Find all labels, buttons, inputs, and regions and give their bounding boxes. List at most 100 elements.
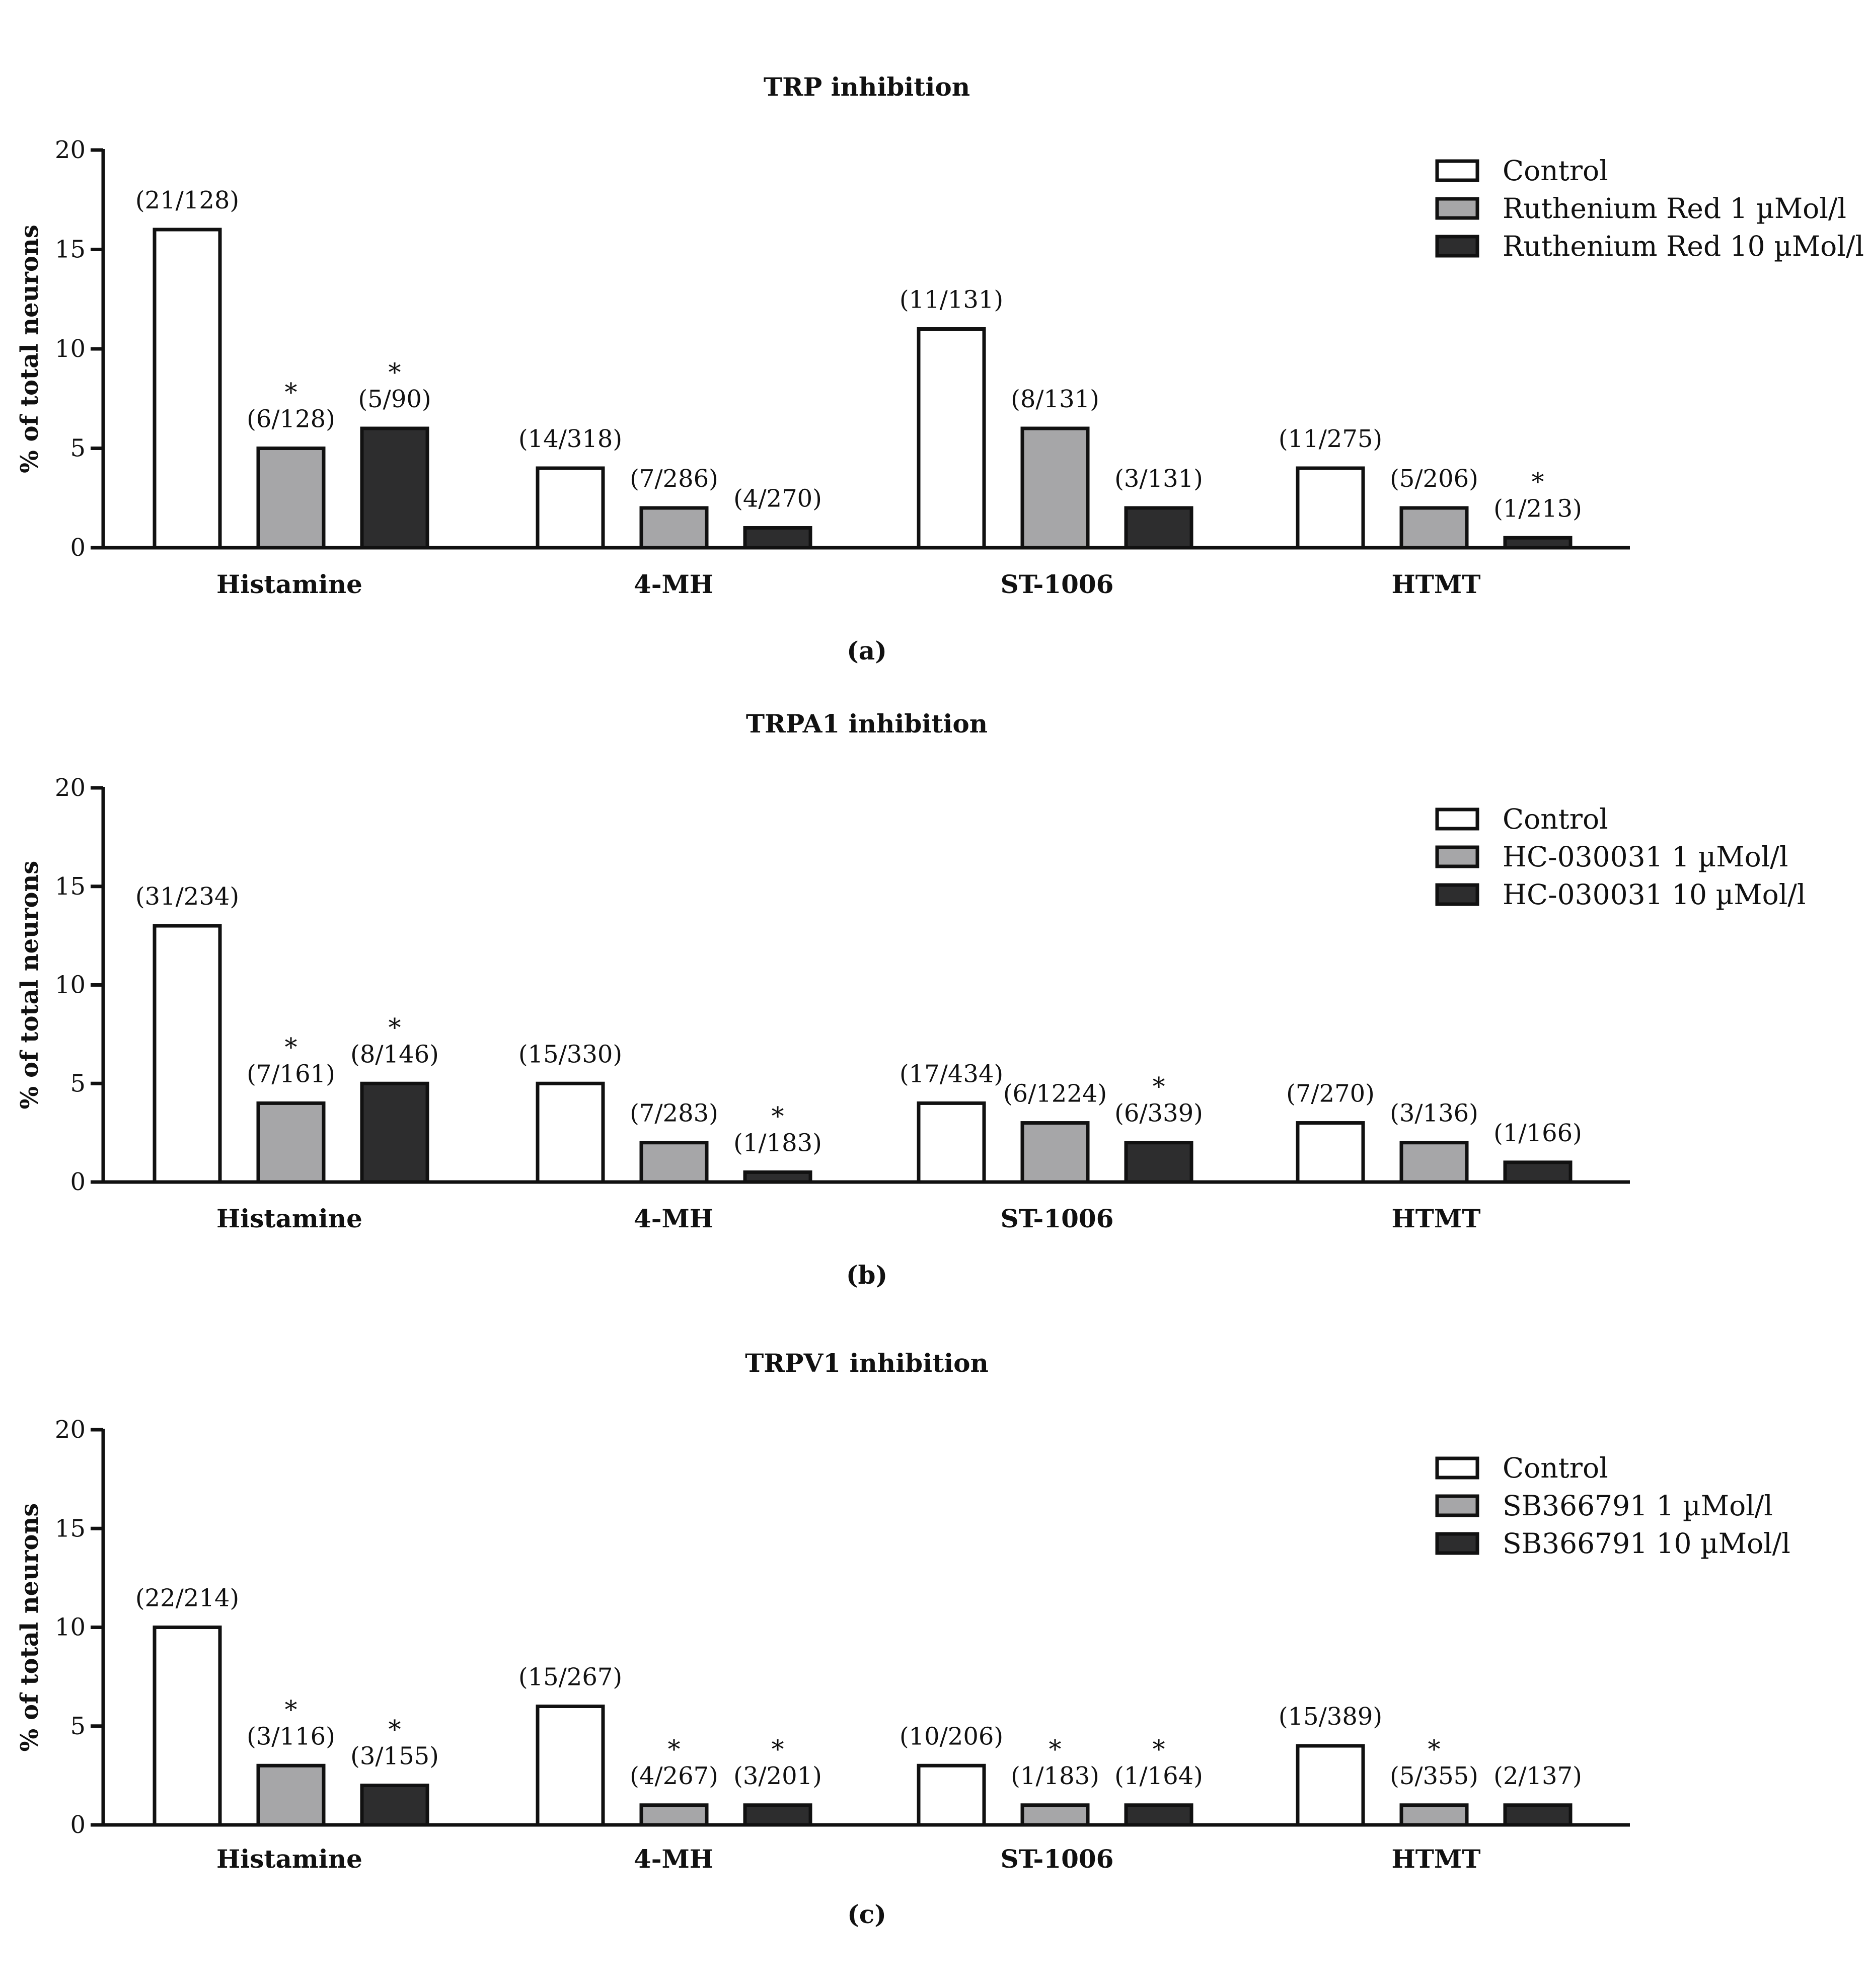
y-tick-label: 10 bbox=[55, 335, 86, 363]
significance-marker: * bbox=[389, 358, 401, 387]
bar-count-label: (14/318) bbox=[518, 425, 622, 453]
y-tick-label: 0 bbox=[70, 1811, 86, 1839]
bar-count-label: (3/116) bbox=[247, 1722, 335, 1750]
legend-label-0: Control bbox=[1503, 803, 1608, 835]
legend: Control SB366791 1 µMol/l SB366791 10 µMol… bbox=[1435, 1452, 1790, 1560]
legend-label-1: HC-030031 1 µMol/l bbox=[1503, 841, 1788, 873]
x-category-label: HTMT bbox=[1391, 569, 1480, 599]
y-axis-title: % of total neurons bbox=[16, 225, 44, 473]
y-tick-label: 5 bbox=[70, 434, 86, 463]
bar-htmt-series-2 bbox=[1503, 1160, 1573, 1184]
bar-count-label: (15/389) bbox=[1279, 1703, 1382, 1731]
bar-count-label: (3/136) bbox=[1390, 1099, 1478, 1128]
bar-st-1006-series-2 bbox=[1124, 1141, 1193, 1184]
bar-htmt-series-1 bbox=[1399, 1141, 1469, 1184]
bar-htmt-series-0 bbox=[1296, 1744, 1365, 1827]
y-axis-title: % of total neurons bbox=[16, 1503, 44, 1752]
bar-st-1006-series-2 bbox=[1124, 506, 1193, 550]
bar-htmt-series-0 bbox=[1296, 1121, 1365, 1184]
bar-histamine-series-1 bbox=[256, 1101, 326, 1184]
chart-title: TRPA1 inhibition bbox=[746, 709, 988, 739]
bar-st-1006-series-1 bbox=[1020, 1121, 1090, 1184]
bar-count-label: (4/270) bbox=[733, 485, 822, 513]
bar-4-mh-series-1 bbox=[639, 1141, 709, 1184]
bar-histamine-series-0 bbox=[153, 1626, 222, 1827]
bar-st-1006-series-0 bbox=[917, 327, 986, 550]
bar-htmt-series-0 bbox=[1296, 466, 1365, 550]
bar-htmt-series-1 bbox=[1399, 1803, 1469, 1827]
bar-count-label: (21/128) bbox=[135, 186, 239, 214]
significance-marker: * bbox=[389, 1013, 401, 1042]
bar-histamine-series-0 bbox=[153, 228, 222, 550]
legend-label-2: SB366791 10 µMol/l bbox=[1503, 1527, 1790, 1560]
bar-count-label: (10/206) bbox=[900, 1722, 1003, 1750]
chart-panel-0: TRP inhibition 0 5 10 15 20 % of total neurons… bbox=[16, 72, 1864, 666]
bar-histamine-series-2 bbox=[360, 1784, 429, 1827]
y-tick-label: 10 bbox=[55, 1613, 86, 1642]
significance-marker: * bbox=[1153, 1072, 1165, 1101]
x-category-label: Histamine bbox=[216, 1204, 362, 1233]
significance-marker: * bbox=[668, 1735, 681, 1764]
bar-count-label: (15/267) bbox=[518, 1663, 622, 1691]
bar-count-label: (8/146) bbox=[350, 1040, 439, 1068]
bar-count-label: (15/330) bbox=[518, 1040, 622, 1068]
bar-st-1006-series-2 bbox=[1124, 1803, 1193, 1827]
bar-count-label: (1/183) bbox=[1011, 1762, 1099, 1790]
significance-marker: * bbox=[285, 1033, 297, 1062]
y-tick-label: 5 bbox=[70, 1712, 86, 1740]
bar-count-label: (7/270) bbox=[1286, 1080, 1375, 1108]
bar-count-label: (17/434) bbox=[900, 1060, 1003, 1088]
bar-count-label: (7/161) bbox=[247, 1060, 335, 1088]
bar-count-label: (6/1224) bbox=[1003, 1080, 1107, 1108]
legend-label-1: Ruthenium Red 1 µMol/l bbox=[1503, 192, 1846, 225]
x-category-label: ST-1006 bbox=[1001, 1204, 1114, 1233]
bar-count-label: (3/131) bbox=[1114, 465, 1203, 493]
bar-histamine-series-2 bbox=[360, 426, 429, 550]
bar-histamine-series-1 bbox=[256, 447, 326, 550]
bar-st-1006-series-0 bbox=[917, 1763, 986, 1827]
bar-count-label: (31/234) bbox=[135, 882, 239, 911]
x-category-label: 4-MH bbox=[634, 1204, 713, 1233]
y-tick-label: 20 bbox=[55, 1416, 86, 1444]
chart-panel-1: TRPA1 inhibition 0 5 10 15 20 % of total neuro… bbox=[16, 709, 1806, 1290]
legend-label-1: SB366791 1 µMol/l bbox=[1503, 1490, 1773, 1522]
legend: Control Ruthenium Red 1 µMol/l Ruthenium R… bbox=[1435, 155, 1864, 262]
legend: Control HC-030031 1 µMol/l HC-030031 10 µM… bbox=[1435, 803, 1806, 911]
bar-count-label: (5/355) bbox=[1390, 1762, 1478, 1790]
x-category-label: HTMT bbox=[1391, 1204, 1480, 1233]
bar-count-label: (1/183) bbox=[733, 1129, 822, 1157]
x-category-label: 4-MH bbox=[634, 569, 713, 599]
chart-title: TRP inhibition bbox=[764, 72, 970, 102]
legend-label-0: Control bbox=[1503, 1452, 1608, 1484]
x-category-label: Histamine bbox=[216, 569, 362, 599]
legend-swatch-2 bbox=[1435, 235, 1479, 258]
bar-histamine-series-2 bbox=[360, 1081, 429, 1184]
panel-label: (c) bbox=[847, 1899, 886, 1929]
legend-swatch-1 bbox=[1435, 1494, 1479, 1517]
bar-htmt-series-1 bbox=[1399, 506, 1469, 550]
bar-histamine-series-1 bbox=[256, 1763, 326, 1827]
bar-count-label: (22/214) bbox=[135, 1584, 239, 1612]
bar-count-label: (1/164) bbox=[1114, 1762, 1203, 1790]
significance-marker: * bbox=[285, 378, 297, 407]
significance-marker: * bbox=[1532, 467, 1544, 496]
x-category-label: ST-1006 bbox=[1001, 569, 1114, 599]
legend-swatch-1 bbox=[1435, 845, 1479, 868]
chart-panel-2: TRPV1 inhibition 0 5 10 15 20 % of total neuro… bbox=[16, 1348, 1790, 1929]
significance-marker: * bbox=[1049, 1735, 1062, 1764]
chart-title: TRPV1 inhibition bbox=[745, 1348, 989, 1378]
bar-count-label: (11/275) bbox=[1279, 425, 1382, 453]
legend-swatch-1 bbox=[1435, 197, 1479, 220]
x-category-label: Histamine bbox=[216, 1844, 362, 1874]
x-category-label: 4-MH bbox=[634, 1844, 713, 1874]
bar-count-label: (2/137) bbox=[1493, 1762, 1582, 1790]
bar-4-mh-series-1 bbox=[639, 1803, 709, 1827]
bar-count-label: (1/166) bbox=[1493, 1119, 1582, 1147]
y-tick-label: 10 bbox=[55, 971, 86, 999]
y-tick-label: 20 bbox=[55, 774, 86, 802]
panel-label: (b) bbox=[846, 1260, 887, 1290]
bar-st-1006-series-1 bbox=[1020, 426, 1090, 550]
y-tick-label: 0 bbox=[70, 1168, 86, 1196]
legend-swatch-0 bbox=[1435, 1456, 1479, 1480]
